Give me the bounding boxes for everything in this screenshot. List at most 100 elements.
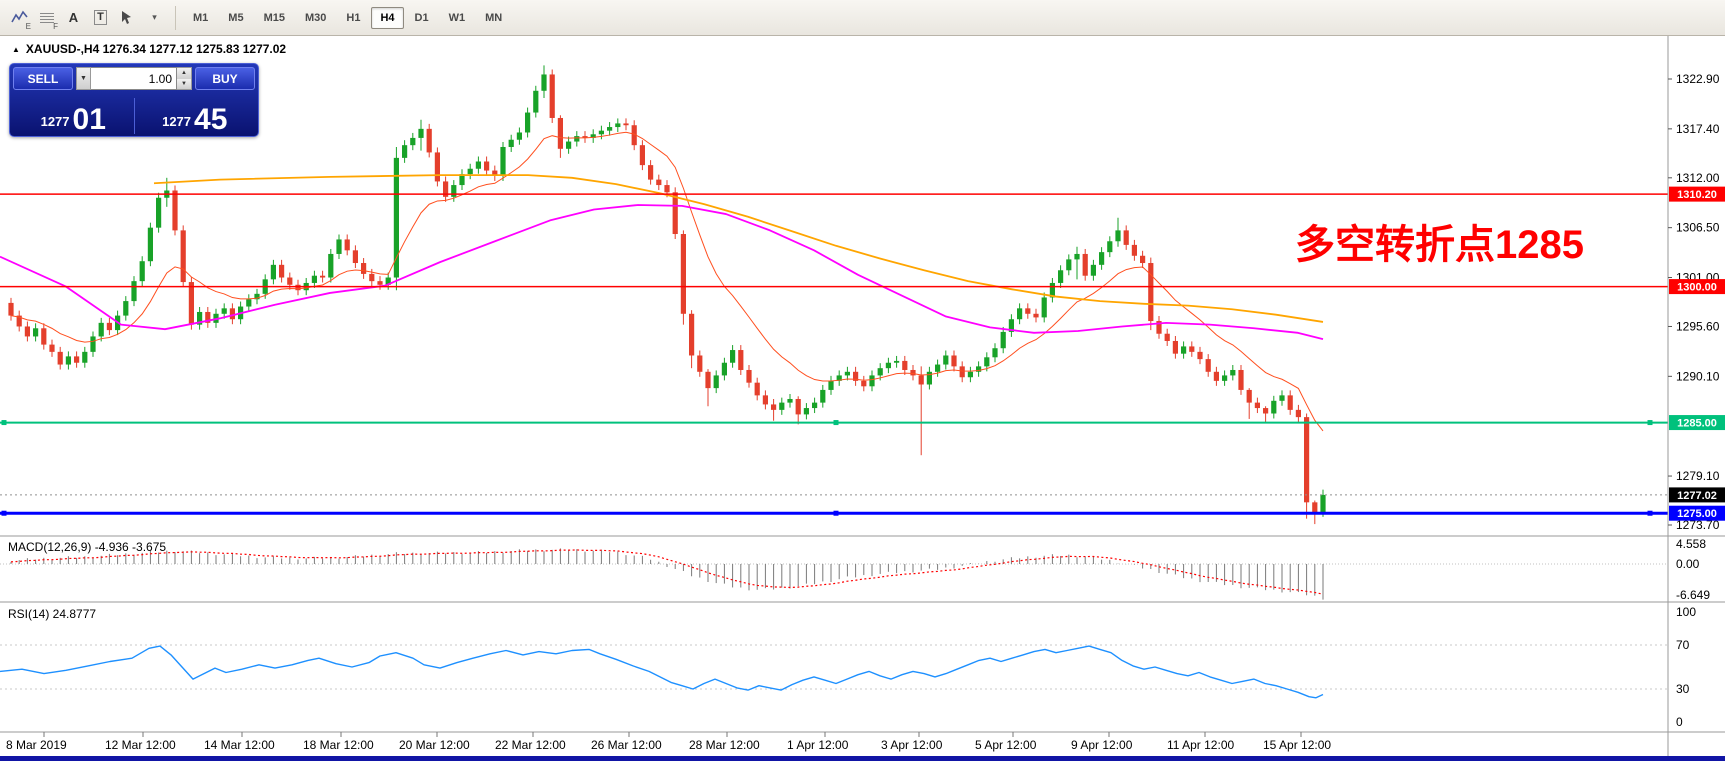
svg-text:5 Apr 12:00: 5 Apr 12:00 bbox=[975, 738, 1037, 752]
draw-tool-icon[interactable] bbox=[115, 5, 140, 31]
rsi-axis-tick: 0 bbox=[1676, 715, 1683, 729]
text-tool-icon[interactable]: T bbox=[88, 5, 113, 31]
rsi-line bbox=[0, 645, 1324, 699]
macd-indicator-label: MACD(12,26,9) -4.936 -3.675 bbox=[8, 540, 167, 554]
timeframe-h1[interactable]: H1 bbox=[346, 11, 361, 24]
ma-fast-line bbox=[10, 131, 1324, 432]
price-tag-1277.02: 1277.02 bbox=[1669, 487, 1725, 503]
rsi-panel bbox=[0, 644, 1668, 699]
svg-text:1295.60: 1295.60 bbox=[1676, 319, 1720, 333]
line-handle bbox=[1, 420, 7, 426]
rsi-axis-tick: 30 bbox=[1676, 682, 1690, 696]
rsi-axis-tick: 100 bbox=[1676, 605, 1696, 619]
toolbar-separator bbox=[175, 5, 176, 30]
svg-text:1306.50: 1306.50 bbox=[1676, 221, 1720, 235]
buy-price-display: 1277 45 bbox=[135, 103, 256, 136]
svg-text:1310.20: 1310.20 bbox=[1677, 189, 1717, 201]
svg-text:1285.00: 1285.00 bbox=[1677, 418, 1717, 430]
charts-icon[interactable]: E bbox=[7, 5, 32, 31]
volume-dropdown-button[interactable]: ▼ bbox=[76, 67, 91, 90]
macd-axis-tick: -6.649 bbox=[1676, 588, 1710, 602]
timeframe-mn[interactable]: MN bbox=[485, 11, 503, 24]
svg-text:28 Mar 12:00: 28 Mar 12:00 bbox=[689, 738, 760, 752]
buy-price-big: 45 bbox=[194, 103, 228, 136]
svg-text:18 Mar 12:00: 18 Mar 12:00 bbox=[303, 738, 374, 752]
svg-text:3 Apr 12:00: 3 Apr 12:00 bbox=[881, 738, 943, 752]
volume-up-button[interactable]: ▲ bbox=[177, 68, 191, 79]
line-handle bbox=[833, 420, 839, 426]
volume-spinner: ▲ ▼ bbox=[177, 67, 192, 90]
toolbar-icon-group: E F A T ▾ bbox=[6, 5, 168, 31]
price-divider bbox=[133, 98, 135, 134]
one-click-trading-panel: SELL ▼ ▲ ▼ BUY 1277 01 1277 45 bbox=[9, 63, 259, 137]
label-tool-icon[interactable]: A bbox=[68, 10, 79, 25]
caret-down-icon: ▼ bbox=[80, 75, 87, 82]
timeframe-toolbar: M1 M5 M15 M30 H1 H4 D1 W1 MN bbox=[183, 6, 512, 29]
timeframe-d1[interactable]: D1 bbox=[414, 11, 429, 24]
time-axis: 8 Mar 2019 12 Mar 12:00 14 Mar 12:00 18 Mar… bbox=[6, 732, 1331, 752]
svg-text:12 Mar 12:00: 12 Mar 12:00 bbox=[105, 738, 176, 752]
buy-button[interactable]: BUY bbox=[195, 67, 255, 90]
svg-text:1322.90: 1322.90 bbox=[1676, 72, 1720, 86]
ma-medium-line bbox=[0, 204, 1324, 341]
timeframe-w1[interactable]: W1 bbox=[448, 11, 466, 24]
line-handle bbox=[1647, 420, 1653, 426]
svg-text:22 Mar 12:00: 22 Mar 12:00 bbox=[495, 738, 566, 752]
dropdown-caret-icon[interactable]: ▾ bbox=[152, 12, 157, 22]
macd-signal-line bbox=[10, 549, 1324, 595]
svg-text:1279.10: 1279.10 bbox=[1676, 469, 1720, 483]
svg-text:1275.00: 1275.00 bbox=[1677, 508, 1717, 520]
buy-price-small: 1277 bbox=[162, 114, 192, 129]
timeframe-m15[interactable]: M15 bbox=[263, 11, 285, 24]
sell-price-display: 1277 01 bbox=[13, 103, 134, 136]
price-tag-1310.20: 1310.20 bbox=[1669, 186, 1725, 202]
expand-triangle-icon[interactable]: ▲ bbox=[12, 44, 20, 54]
svg-text:8 Mar 2019: 8 Mar 2019 bbox=[6, 738, 67, 752]
volume-down-button[interactable]: ▼ bbox=[177, 78, 191, 89]
chart-symbol-header: ▲ XAUUSD-,H4 1276.34 1277.12 1275.83 127… bbox=[12, 42, 286, 56]
main-toolbar: E F A T ▾ M1 M5 M15 M30 H1 H4 D1 W1 MN bbox=[0, 0, 1725, 36]
svg-text:1300.00: 1300.00 bbox=[1677, 282, 1717, 294]
svg-text:15 Apr 12:00: 15 Apr 12:00 bbox=[1263, 738, 1331, 752]
line-handle bbox=[1, 510, 7, 516]
sell-price-small: 1277 bbox=[40, 114, 70, 129]
svg-text:1290.10: 1290.10 bbox=[1676, 369, 1720, 383]
hline-1275.00[interactable] bbox=[0, 510, 1668, 516]
svg-text:1312.00: 1312.00 bbox=[1676, 171, 1720, 185]
symbol-ohlc-label: XAUUSD-,H4 1276.34 1277.12 1275.83 1277.… bbox=[25, 42, 287, 56]
sell-button[interactable]: SELL bbox=[13, 67, 73, 90]
macd-axis-tick: 0.00 bbox=[1676, 557, 1700, 571]
timeframe-m30[interactable]: M30 bbox=[304, 11, 327, 24]
hline-1285.00[interactable] bbox=[0, 420, 1668, 426]
sell-price-big: 01 bbox=[72, 103, 106, 136]
svg-text:11 Apr 12:00: 11 Apr 12:00 bbox=[1167, 738, 1234, 752]
price-tag-1285.00: 1285.00 bbox=[1669, 415, 1725, 431]
macd-axis-tick: 4.558 bbox=[1676, 537, 1706, 551]
price-tag-1300.00: 1300.00 bbox=[1669, 279, 1725, 295]
svg-text:1277.02: 1277.02 bbox=[1677, 490, 1717, 502]
candlesticks bbox=[8, 65, 1326, 525]
timeframe-h4[interactable]: H4 bbox=[371, 6, 404, 29]
macd-panel bbox=[0, 548, 1668, 600]
svg-text:14 Mar 12:00: 14 Mar 12:00 bbox=[204, 738, 275, 752]
bottom-status-bar bbox=[0, 756, 1725, 761]
price-tag-1275.00: 1275.00 bbox=[1669, 505, 1725, 521]
svg-text:1 Apr 12:00: 1 Apr 12:00 bbox=[787, 738, 849, 752]
rsi-axis-tick: 70 bbox=[1676, 638, 1690, 652]
ma-slow-line bbox=[153, 174, 1324, 323]
line-handle bbox=[833, 510, 839, 516]
rsi-indicator-label: RSI(14) 24.8777 bbox=[8, 607, 97, 621]
grid-icon[interactable]: F bbox=[39, 12, 58, 31]
svg-text:20 Mar 12:00: 20 Mar 12:00 bbox=[399, 738, 470, 752]
svg-text:26 Mar 12:00: 26 Mar 12:00 bbox=[591, 738, 662, 752]
svg-text:1317.40: 1317.40 bbox=[1676, 122, 1720, 136]
timeframe-m1[interactable]: M1 bbox=[193, 11, 209, 24]
annotation-text[interactable]: 多空转折点1285 bbox=[1295, 223, 1584, 267]
volume-input[interactable] bbox=[91, 67, 177, 90]
line-handle bbox=[1647, 510, 1653, 516]
timeframe-m5[interactable]: M5 bbox=[228, 11, 244, 24]
svg-text:1273.70: 1273.70 bbox=[1676, 518, 1720, 532]
price-axis: 1322.901317.401312.001306.501301.001295.… bbox=[1668, 72, 1720, 532]
